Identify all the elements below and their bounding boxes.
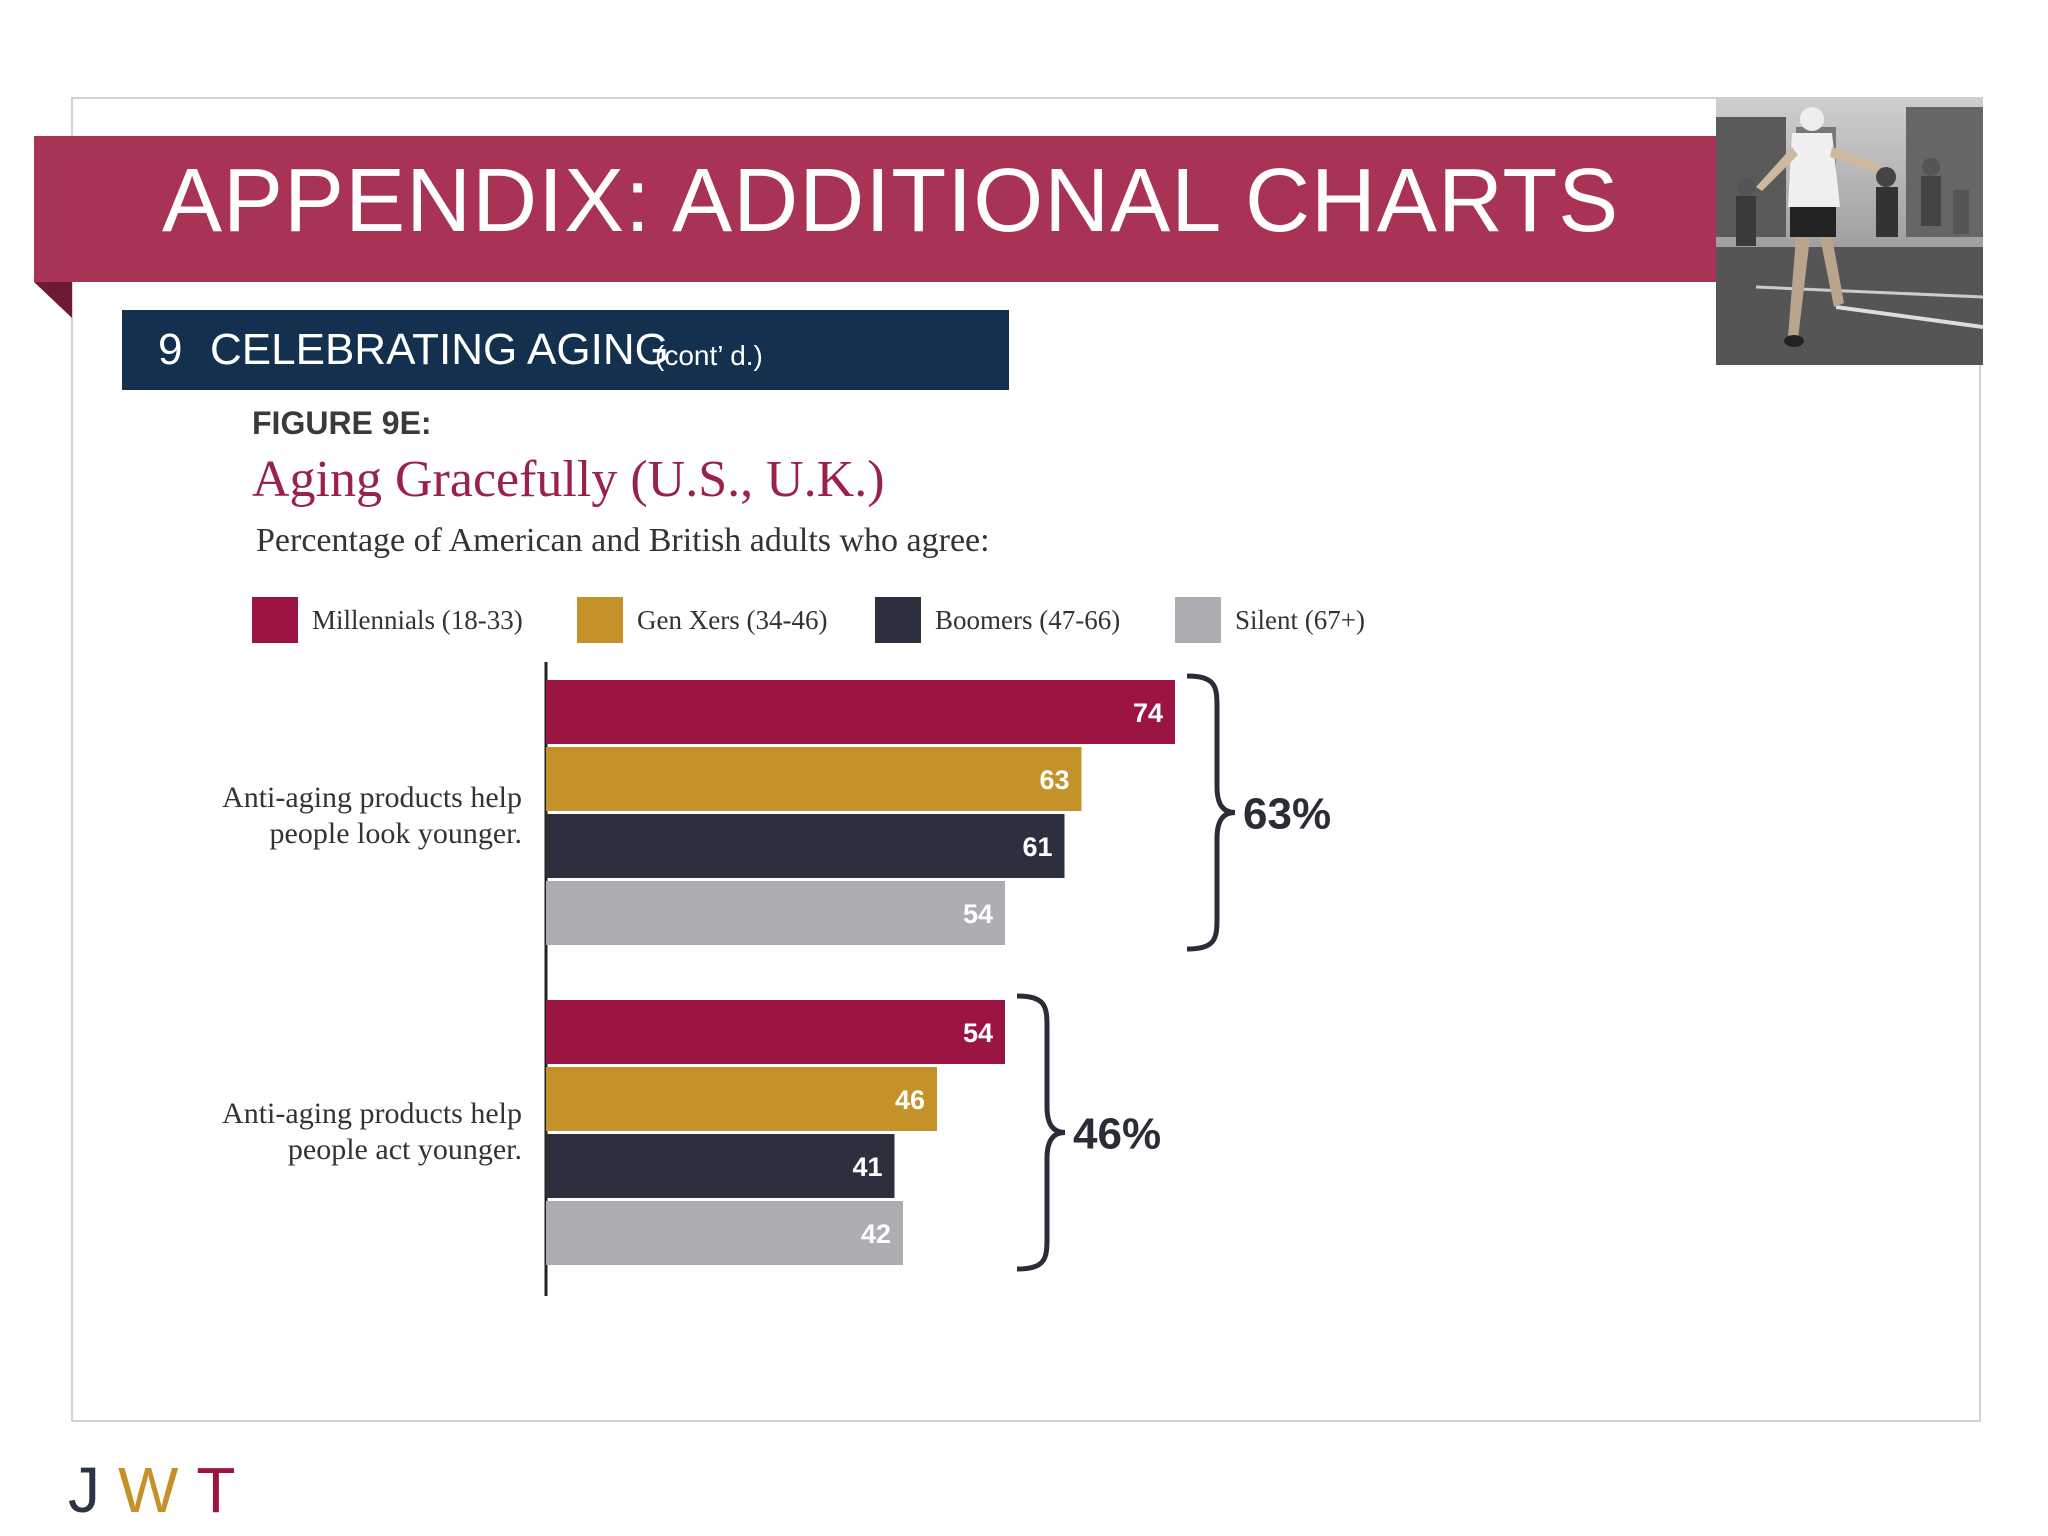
banner-fold xyxy=(34,282,72,318)
legend-label: Boomers (47-66) xyxy=(935,604,1121,635)
logo-j: J xyxy=(68,1454,118,1526)
legend-swatch xyxy=(1175,597,1221,643)
legend-swatch xyxy=(875,597,921,643)
jwt-logo: JWT xyxy=(68,1450,254,1530)
group-total-1: 63% xyxy=(1243,790,1331,839)
chart-subtitle: Percentage of American and British adult… xyxy=(256,522,990,559)
category-label-look-younger: Anti-aging products help people look you… xyxy=(222,781,522,850)
group-brace-1 xyxy=(1186,673,1236,952)
legend-label: Silent (67+) xyxy=(1235,604,1365,635)
data-label-silent-1: 54 xyxy=(963,899,993,929)
bar-silent-1 xyxy=(546,881,1005,945)
logo-t: T xyxy=(196,1454,254,1526)
legend-label: Millennials (18-33) xyxy=(312,604,523,635)
data-label-millennials-1: 74 xyxy=(1133,698,1163,728)
bar-boomers-2 xyxy=(546,1134,895,1198)
marathon-photo xyxy=(1716,97,1983,365)
section-number: 9 xyxy=(158,325,183,374)
section-title: CELEBRATING AGING xyxy=(210,325,669,374)
section-bar xyxy=(122,310,1009,390)
legend-item-millennials: Millennials (18-33) xyxy=(252,596,523,644)
figure-label: FIGURE 9E: xyxy=(252,405,432,441)
bar-genx-2 xyxy=(546,1067,937,1131)
bar-silent-2 xyxy=(546,1201,903,1265)
group-brace-2 xyxy=(1016,993,1066,1272)
logo-w: W xyxy=(118,1454,197,1526)
data-label-genx-2: 46 xyxy=(895,1085,925,1115)
legend-label: Gen Xers (34-46) xyxy=(637,604,828,635)
data-label-millennials-2: 54 xyxy=(963,1018,993,1048)
bar-boomers-1 xyxy=(546,814,1065,878)
chart-title: Aging Gracefully (U.S., U.K.) xyxy=(252,451,885,508)
legend-item-silent: Silent (67+) xyxy=(1175,596,1365,644)
title-banner xyxy=(34,136,1724,282)
bar-millennials-2 xyxy=(546,1000,1005,1064)
legend-swatch xyxy=(252,597,298,643)
section-subtitle: (cont’ d.) xyxy=(655,340,763,371)
data-label-genx-1: 63 xyxy=(1039,765,1069,795)
data-label-boomers-2: 41 xyxy=(852,1152,882,1182)
legend-item-boomers: Boomers (47-66) xyxy=(875,596,1120,644)
bar-millennials-1 xyxy=(546,680,1175,744)
bar-genx-1 xyxy=(546,747,1082,811)
data-label-boomers-1: 61 xyxy=(1022,832,1052,862)
group-total-2: 46% xyxy=(1073,1110,1161,1159)
legend-swatch xyxy=(577,597,623,643)
legend-item-genx: Gen Xers (34-46) xyxy=(577,596,827,644)
data-label-silent-2: 42 xyxy=(861,1219,891,1249)
slide-title: APPENDIX: ADDITIONAL CHARTS xyxy=(162,151,1620,251)
category-label-act-younger: Anti-aging products help people act youn… xyxy=(222,1097,522,1166)
